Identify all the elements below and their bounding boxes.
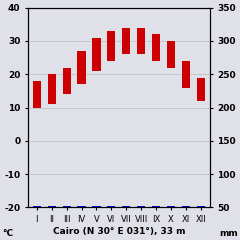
Bar	[197, 78, 205, 101]
Bar	[182, 206, 190, 207]
Bar	[167, 206, 175, 207]
Text: °C: °C	[2, 228, 13, 238]
Bar	[137, 28, 145, 54]
Bar	[197, 206, 205, 207]
Bar	[182, 61, 190, 88]
Bar	[167, 41, 175, 68]
Bar	[63, 68, 71, 94]
Bar	[152, 34, 160, 61]
X-axis label: Cairo (N 30° E 031°), 33 m: Cairo (N 30° E 031°), 33 m	[53, 227, 185, 236]
Bar	[92, 38, 101, 71]
Text: mm: mm	[219, 228, 238, 238]
Bar	[122, 206, 130, 207]
Bar	[107, 206, 115, 207]
Bar	[78, 206, 86, 207]
Bar	[122, 28, 130, 54]
Bar	[107, 31, 115, 61]
Bar	[33, 206, 41, 207]
Bar	[48, 74, 56, 104]
Bar	[48, 206, 56, 207]
Bar	[63, 206, 71, 207]
Bar	[152, 206, 160, 207]
Bar	[92, 206, 101, 207]
Bar	[33, 81, 41, 108]
Bar	[78, 51, 86, 84]
Bar	[137, 206, 145, 207]
